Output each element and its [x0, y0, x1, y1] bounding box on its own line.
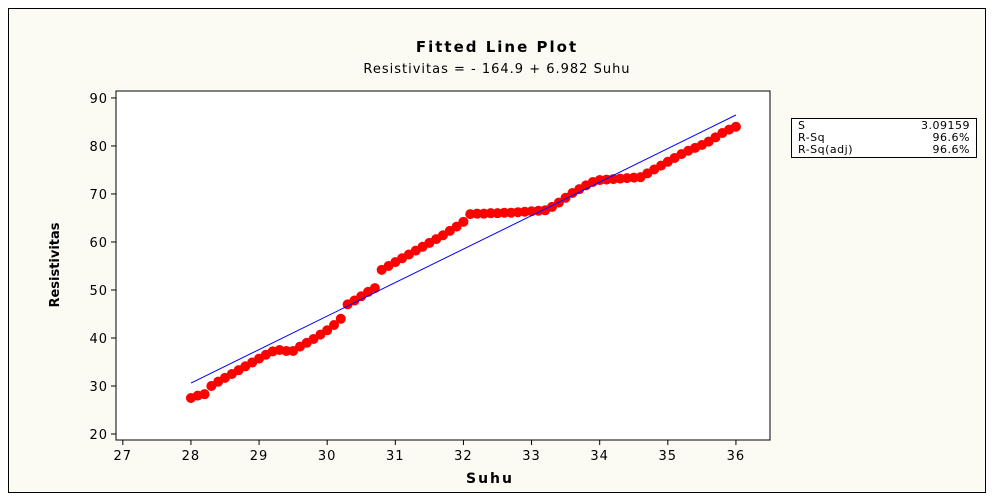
y-tick-label: 60	[89, 236, 108, 251]
data-point	[322, 325, 333, 336]
data-point	[369, 283, 380, 294]
x-tick-label: 34	[590, 449, 609, 464]
y-tick-label: 40	[89, 332, 108, 347]
x-tick-label: 32	[454, 449, 473, 464]
y-tick-label: 90	[89, 92, 108, 107]
y-tick-label: 50	[89, 284, 108, 299]
data-point	[458, 216, 469, 227]
y-tick-label: 30	[89, 380, 108, 395]
x-tick-label: 29	[250, 449, 269, 464]
data-point	[730, 121, 741, 132]
stat-value: 96.6%	[933, 131, 970, 144]
x-tick-label: 27	[114, 449, 133, 464]
y-axis-label: Resistivitas	[48, 222, 63, 307]
y-tick-label: 20	[89, 428, 108, 443]
stat-value: 3.09159	[921, 119, 970, 132]
stat-label: R-Sq(adj)	[798, 143, 853, 156]
x-tick-label: 33	[522, 449, 541, 464]
stat-label: R-Sq	[798, 131, 825, 144]
x-tick-label: 31	[386, 449, 405, 464]
y-tick-label: 80	[89, 140, 108, 155]
data-point	[199, 389, 210, 400]
x-tick-label: 30	[318, 449, 337, 464]
stat-label: S	[798, 119, 805, 132]
x-tick-label: 28	[182, 449, 201, 464]
x-tick-label: 36	[727, 449, 746, 464]
stat-value: 96.6%	[933, 143, 970, 156]
y-tick-label: 70	[89, 188, 108, 203]
x-tick-label: 35	[659, 449, 678, 464]
data-point	[329, 320, 339, 331]
chart-title: Fitted Line Plot	[416, 38, 578, 56]
chart-subtitle: Resistivitas = - 164.9 + 6.982 Suhu	[363, 62, 630, 77]
data-point	[335, 313, 346, 324]
fitted-line	[190, 114, 737, 384]
x-axis-label: Suhu	[466, 471, 514, 487]
stats-box	[791, 118, 977, 158]
